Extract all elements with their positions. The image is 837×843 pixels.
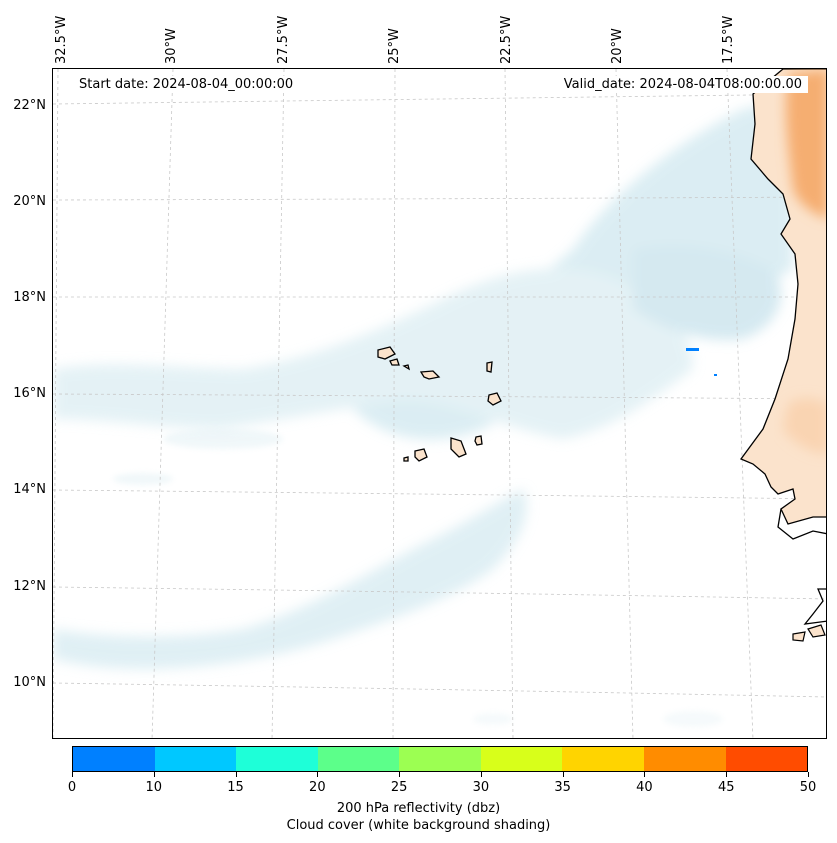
cloud-patch-d bbox=[473, 713, 513, 725]
lat-label-14n: 14°N bbox=[13, 482, 46, 497]
colorbar-tick bbox=[72, 772, 73, 777]
lat-label-16n: 16°N bbox=[13, 386, 46, 401]
island-brava bbox=[403, 456, 409, 462]
colorbar-tick bbox=[153, 772, 155, 777]
colorbar-segment bbox=[562, 747, 644, 771]
cape-verde-islands bbox=[377, 346, 502, 462]
island-boa-vista bbox=[487, 392, 502, 406]
map-plot-area[interactable] bbox=[52, 68, 827, 739]
colorbar-segment bbox=[73, 747, 155, 771]
island-santo-antao bbox=[377, 346, 396, 360]
lon-label-30w: 30°W bbox=[164, 28, 179, 64]
colorbar-tick bbox=[317, 772, 319, 777]
colorbar-tick-label: 15 bbox=[227, 780, 244, 795]
cloud-cover-layer bbox=[53, 99, 793, 669]
lon-label-20w: 20°W bbox=[610, 28, 625, 64]
colorbar-tick-label: 45 bbox=[717, 780, 735, 795]
colorbar-segment bbox=[236, 747, 318, 771]
island-sal bbox=[486, 361, 493, 373]
colorbar-tick bbox=[726, 772, 728, 777]
bijagos-islands bbox=[792, 624, 826, 642]
reflectivity-cell-b bbox=[714, 374, 717, 376]
colorbar-tick-label: 50 bbox=[799, 780, 817, 795]
colorbar-segment bbox=[643, 747, 726, 771]
lat-label-18n: 18°N bbox=[13, 290, 46, 305]
colorbar-tick bbox=[480, 772, 482, 777]
colorbar-tick bbox=[644, 772, 646, 777]
start-date-label: Start date: 2024-08-04_00:00:00 bbox=[73, 76, 300, 93]
colorbar-tick-label: 20 bbox=[309, 780, 326, 795]
colorbar-tick-label: 40 bbox=[636, 780, 653, 795]
valid-date-label: Valid_date: 2024-08-04T08:00:00.00 bbox=[557, 76, 808, 93]
cloud-patch-b bbox=[113, 473, 173, 485]
colorbar-segment bbox=[725, 747, 808, 771]
cloud-patch-east bbox=[633, 245, 782, 340]
lon-label-17-5w: 17.5°W bbox=[721, 15, 736, 64]
cloud-band-central bbox=[53, 268, 693, 439]
cloud-band-south bbox=[53, 489, 527, 669]
lat-label-12n: 12°N bbox=[13, 579, 46, 594]
colorbar-tick bbox=[235, 772, 237, 777]
island-santiago bbox=[450, 437, 467, 458]
island-sao-vicente bbox=[389, 358, 400, 366]
colorbar-tick bbox=[399, 772, 401, 777]
colorbar-tick-label: 25 bbox=[390, 780, 408, 795]
cloud-patch-a bbox=[163, 429, 283, 449]
map-gridlines bbox=[53, 69, 826, 738]
colorbar bbox=[72, 746, 808, 772]
colorbar-tick-label: 0 bbox=[67, 780, 77, 795]
cloud-patch-c bbox=[663, 711, 723, 727]
colorbar-tick-label: 35 bbox=[554, 780, 571, 795]
reflectivity-layer bbox=[783, 69, 826, 454]
lat-label-20n: 20°N bbox=[13, 194, 46, 209]
island-santa-luzia bbox=[402, 364, 411, 371]
colorbar-segment bbox=[399, 747, 481, 771]
reflectivity-sahara bbox=[785, 69, 826, 219]
cloud-cover-faint bbox=[113, 429, 723, 727]
colorbar-tick-label: 30 bbox=[472, 780, 490, 795]
reflectivity-senegal bbox=[783, 398, 826, 454]
lon-label-25w: 25°W bbox=[387, 28, 402, 64]
reflectivity-cell-a bbox=[686, 348, 699, 351]
lat-label-10n: 10°N bbox=[13, 675, 46, 690]
island-sao-nicolau bbox=[419, 370, 441, 380]
colorbar-segment bbox=[317, 747, 400, 771]
colorbar-tick bbox=[808, 772, 809, 777]
lon-label-22-5w: 22.5°W bbox=[499, 15, 514, 64]
island-fogo bbox=[414, 448, 428, 462]
colorbar-tick-label: 10 bbox=[145, 780, 163, 795]
colorbar-segment bbox=[480, 747, 563, 771]
map-canvas[interactable] bbox=[53, 69, 827, 739]
island-maio bbox=[474, 435, 483, 446]
lon-label-32-5w: 32.5°W bbox=[54, 15, 69, 64]
colorbar-label: 200 hPa reflectivity (dbz) bbox=[336, 801, 501, 816]
colorbar-sublabel: Cloud cover (white background shading) bbox=[286, 818, 551, 833]
lat-label-22n: 22°N bbox=[13, 98, 46, 113]
lon-label-27-5w: 27.5°W bbox=[276, 15, 291, 64]
africa-coast-south bbox=[777, 508, 826, 625]
colorbar-segment bbox=[154, 747, 237, 771]
colorbar-tick bbox=[562, 772, 564, 777]
